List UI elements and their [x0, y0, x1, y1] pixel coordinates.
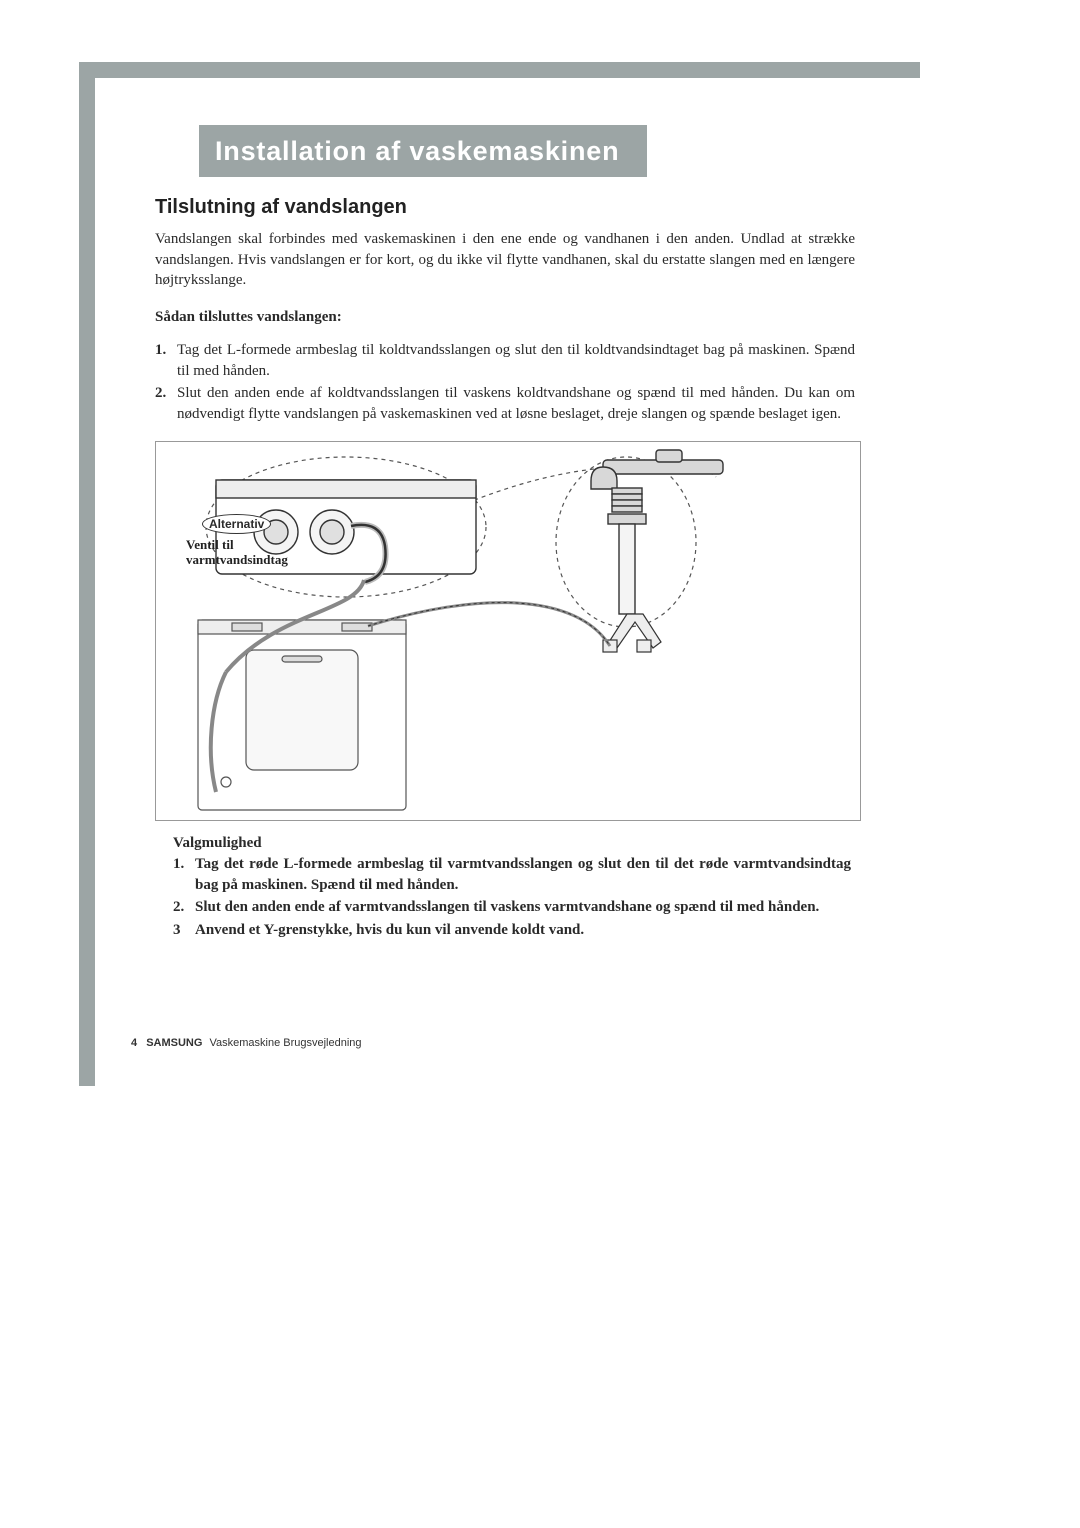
- procedure-heading: Sådan tilsluttes vandslangen:: [155, 309, 855, 326]
- diagram-valve-label: Ventil til varmtvandsindtag: [186, 538, 288, 568]
- option-text: Tag det røde L-formede armbeslag til var…: [195, 854, 851, 895]
- step-text: Slut den anden ende af koldtvandsslangen…: [177, 383, 855, 424]
- option-number: 3: [173, 920, 195, 941]
- option-item: 3 Anvend et Y-grenstykke, hvis du kun vi…: [173, 920, 851, 941]
- step-text: Tag det L-formede armbeslag til koldtvan…: [177, 340, 855, 381]
- step-item: 2. Slut den anden ende af koldtvandsslan…: [155, 383, 855, 424]
- intro-paragraph: Vandslangen skal forbindes med vaskemask…: [155, 229, 855, 291]
- option-number: 2.: [173, 897, 195, 918]
- content-area: Tilslutning af vandslangen Vandslangen s…: [155, 196, 855, 943]
- option-title: Valgmulighed: [173, 835, 851, 852]
- hose-connection-diagram: Alternativ Ventil til varmtvandsindtag: [155, 441, 861, 821]
- footer-doc-title: Vaskemaskine Brugsvejledning: [209, 1037, 361, 1049]
- step-item: 1. Tag det L-formede armbeslag til koldt…: [155, 340, 855, 381]
- option-text: Anvend et Y-grenstykke, hvis du kun vil …: [195, 920, 851, 941]
- option-block: Valgmulighed 1. Tag det røde L-formede a…: [173, 835, 851, 941]
- option-item: 1. Tag det røde L-formede armbeslag til …: [173, 854, 851, 895]
- manual-page: Installation af vaskemaskinen Tilslutnin…: [0, 0, 1080, 1528]
- diagram-svg: [156, 442, 861, 821]
- option-item: 2. Slut den anden ende af varmtvandsslan…: [173, 897, 851, 918]
- step-number: 2.: [155, 383, 177, 424]
- section-heading: Tilslutning af vandslangen: [155, 196, 855, 219]
- step-number: 1.: [155, 340, 177, 381]
- option-text: Slut den anden ende af varmtvandsslangen…: [195, 897, 851, 918]
- footer-brand: SAMSUNG: [146, 1037, 202, 1049]
- option-number: 1.: [173, 854, 195, 895]
- page-number: 4: [131, 1037, 137, 1049]
- chapter-title-bar: Installation af vaskemaskinen: [199, 125, 647, 177]
- diagram-alt-label: Alternativ: [202, 514, 271, 534]
- chapter-title: Installation af vaskemaskinen: [215, 136, 619, 167]
- option-list: 1. Tag det røde L-formede armbeslag til …: [173, 854, 851, 941]
- valve-label-line1: Ventil til: [186, 537, 234, 552]
- step-list: 1. Tag det L-formede armbeslag til koldt…: [155, 340, 855, 425]
- valve-label-line2: varmtvandsindtag: [186, 552, 288, 567]
- page-footer: 4 SAMSUNG Vaskemaskine Brugsvejledning: [131, 1037, 362, 1049]
